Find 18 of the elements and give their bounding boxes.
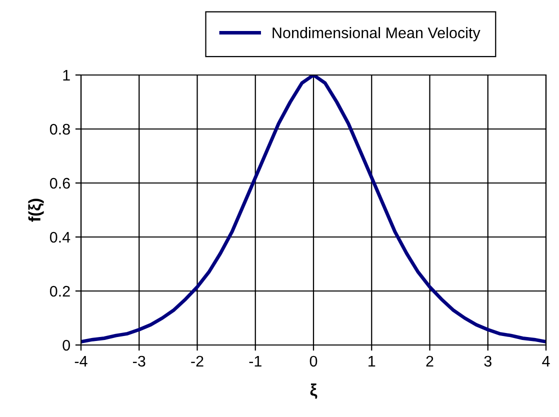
y-tick-label: 1 [63, 70, 70, 81]
y-axis-title: f(ξ) [28, 198, 44, 222]
y-tick-label: 0.6 [50, 178, 70, 189]
x-axis-title: ξ [310, 384, 318, 399]
x-tick-label: -1 [249, 356, 262, 366]
y-tick-label: 0.8 [50, 124, 70, 135]
x-tick-label: 2 [426, 356, 434, 366]
y-tick-label: 0 [62, 340, 70, 351]
y-tick-label: 0.2 [50, 286, 70, 297]
x-tick-label: -3 [133, 356, 146, 367]
x-tick-label: 0 [310, 356, 318, 367]
x-tick-label: -4 [74, 356, 88, 366]
x-tick-label: 3 [484, 356, 492, 367]
y-tick-label: 0.4 [50, 232, 70, 243]
x-tick-label: -2 [191, 356, 204, 366]
x-tick-label: 4 [542, 356, 550, 366]
legend-label: Nondimensional Mean Velocity [272, 27, 480, 42]
x-tick-label: 1 [368, 356, 376, 366]
